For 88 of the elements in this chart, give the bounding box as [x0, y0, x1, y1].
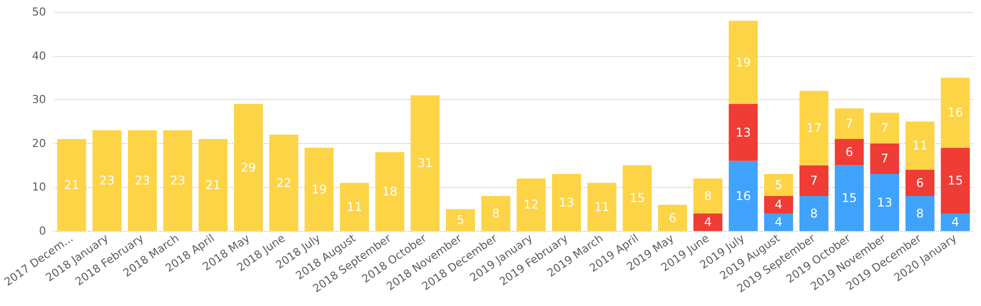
bar [198, 139, 228, 231]
bar [92, 130, 122, 231]
bar [693, 213, 722, 231]
data-label: 13 [876, 196, 892, 210]
data-label: 4 [704, 215, 712, 230]
bar [658, 204, 688, 231]
bar [764, 196, 794, 214]
bar [552, 174, 582, 231]
data-label: 11 [912, 138, 928, 153]
bar [870, 174, 900, 231]
data-label: 8 [810, 206, 818, 220]
bar [622, 165, 652, 231]
data-label: 15 [948, 174, 963, 188]
data-label: 5 [774, 178, 782, 192]
data-label: 19 [311, 182, 327, 196]
bar [728, 160, 758, 231]
data-label: 23 [170, 174, 186, 188]
bar [834, 108, 864, 140]
data-label: 4 [774, 215, 782, 230]
data-label: 5 [456, 213, 464, 228]
data-label: 15 [842, 191, 857, 206]
data-label: 6 [668, 210, 676, 225]
bar [870, 143, 900, 174]
data-label: 22 [276, 176, 292, 190]
data-label: 4 [774, 198, 782, 212]
bar [799, 165, 828, 196]
bar [940, 78, 970, 148]
bar [234, 104, 263, 231]
data-label: 7 [845, 116, 854, 131]
bar [410, 95, 440, 231]
data-label: 8 [704, 188, 712, 203]
data-label: 16 [948, 106, 963, 120]
bar [516, 178, 546, 231]
bar [587, 182, 616, 231]
bar [905, 122, 934, 170]
data-label: 16 [736, 188, 751, 203]
bar [304, 148, 334, 231]
bar [905, 196, 934, 231]
bar [799, 196, 828, 231]
bar [728, 20, 758, 104]
bar [870, 112, 900, 144]
data-label: 17 [806, 121, 822, 136]
bar [481, 196, 510, 231]
data-label: 12 [524, 198, 539, 212]
data-label: 18 [382, 184, 398, 199]
data-label: 8 [916, 206, 924, 220]
bar [269, 134, 298, 231]
bar [940, 213, 970, 231]
data-label: 29 [240, 160, 256, 174]
y-tick-label: 40 [32, 49, 46, 62]
data-label: 11 [346, 200, 362, 214]
data-label: 13 [558, 196, 574, 210]
data-label: 23 [99, 174, 115, 188]
data-label: 11 [594, 200, 610, 214]
bar [799, 90, 828, 166]
y-tick-label: 30 [32, 93, 46, 106]
bar [693, 178, 722, 214]
bar [834, 139, 864, 166]
data-label: 7 [880, 152, 888, 166]
bar [905, 170, 934, 196]
data-label: 8 [492, 206, 500, 220]
y-tick-label: 50 [32, 6, 46, 18]
data-label: 23 [134, 174, 150, 188]
bar [128, 130, 157, 231]
bar [728, 104, 758, 161]
bar [764, 174, 794, 196]
data-label: 6 [916, 176, 924, 190]
data-label: 6 [845, 145, 854, 160]
bar [834, 165, 864, 231]
data-label: 21 [64, 178, 80, 192]
bar [375, 152, 404, 231]
y-tick-label: 10 [32, 180, 46, 194]
data-label: 4 [952, 215, 960, 230]
data-label: 7 [880, 121, 888, 136]
data-label: 31 [418, 156, 433, 170]
bar [340, 182, 369, 231]
bar [764, 213, 794, 231]
data-label: 13 [736, 125, 751, 140]
bar [163, 130, 192, 231]
bar [57, 139, 86, 231]
data-label: 15 [630, 191, 645, 206]
data-label: 19 [736, 55, 751, 70]
data-label: 21 [205, 178, 221, 192]
bar [940, 148, 970, 214]
y-tick-label: 20 [32, 136, 46, 150]
y-tick-label: 0 [39, 224, 46, 238]
bar [446, 209, 475, 231]
data-label: 7 [810, 174, 818, 188]
